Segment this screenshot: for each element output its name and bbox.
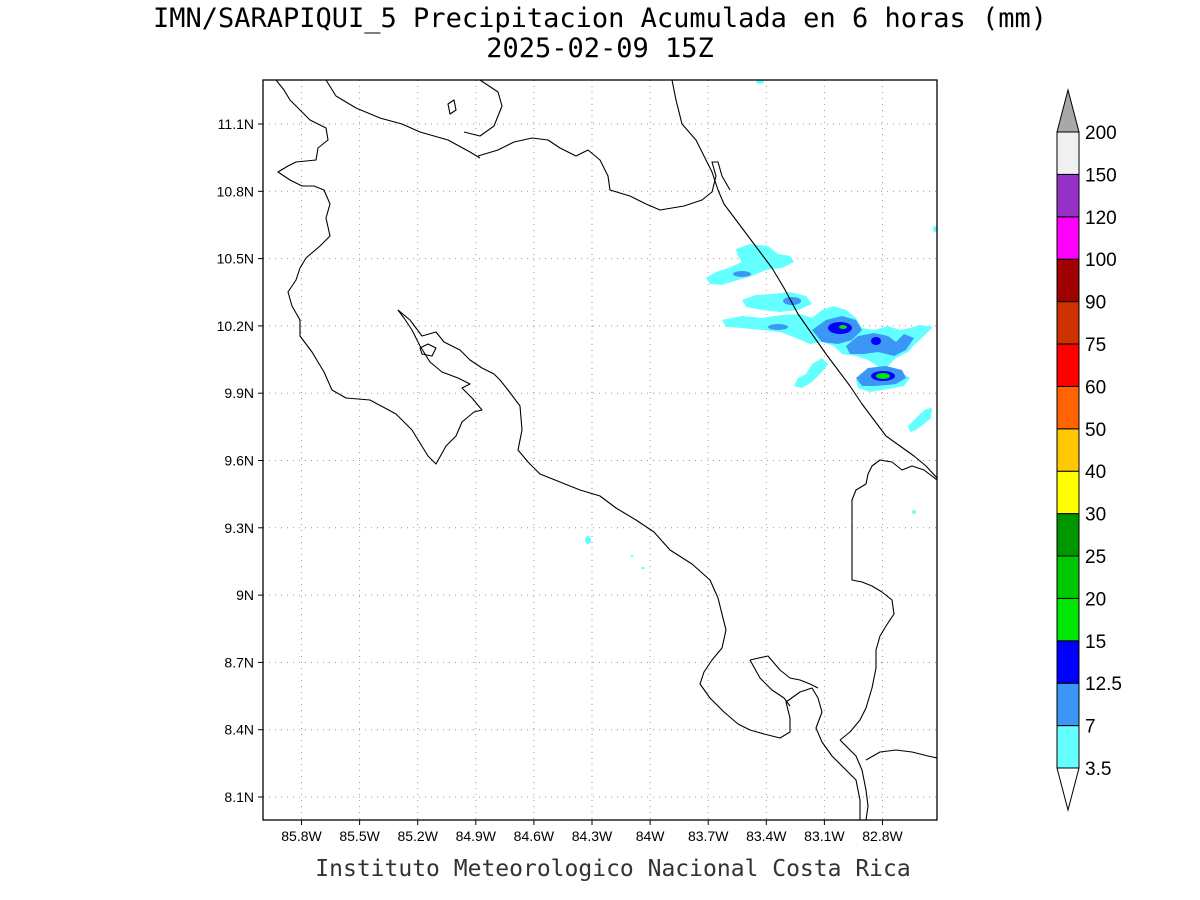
colorbar-label: 150 [1085, 165, 1117, 186]
lon-tick-label: 84.6W [514, 828, 555, 844]
lon-tick-label: 84W [636, 828, 666, 844]
precip-area [871, 337, 881, 345]
colorbar-label: 40 [1085, 462, 1106, 483]
precip-band-3.5 [585, 80, 937, 569]
precip-area [794, 358, 828, 388]
colorbar-label: 120 [1085, 208, 1117, 229]
burica-peninsula [839, 739, 869, 820]
precip-area [876, 373, 890, 379]
lat-tick-label: 8.1N [224, 789, 254, 805]
nicaragua-lake-shore [325, 80, 481, 159]
precip-area [908, 408, 932, 432]
precip-area [630, 555, 634, 557]
lat-tick-label: 9.6N [224, 453, 254, 469]
colorbar-label: 75 [1085, 335, 1106, 356]
axis-labels: 11.1N 10.8N 10.5N 10.2N 9.9N 9.6N 9.3N 9N 8.7N 8.… [217, 116, 904, 844]
colorbar-legend: 3.5 7 12.5 15 20 25 30 40 50 60 75 90 100 120 150 200 [1056, 88, 1122, 812]
colorbar-label: 30 [1085, 505, 1106, 526]
colorbar-swatch [1056, 258, 1080, 303]
footer-credit: Instituto Meteorologico Nacional Costa R… [315, 856, 911, 882]
map-grid [263, 80, 937, 820]
colorbar-label: 12.5 [1085, 674, 1122, 695]
lake-nicaragua-islet [447, 99, 457, 115]
osa-peninsula [737, 687, 861, 820]
map-frame [262, 79, 938, 821]
lon-tick-label: 83.4W [746, 828, 787, 844]
colorbar-label: 15 [1085, 632, 1106, 653]
precip-area [912, 510, 916, 514]
nicaragua-north-shore [463, 80, 503, 137]
precip-area [768, 324, 788, 330]
colorbar-label: 50 [1085, 420, 1106, 441]
nicoya-gulf-coast [397, 309, 739, 725]
colorbar-bottom-arrow [1056, 767, 1080, 812]
nicoya-island [419, 343, 437, 357]
golfo-dulce-east [749, 659, 791, 707]
lat-tick-label: 10.2N [217, 318, 254, 334]
colorbar-label: 25 [1085, 547, 1106, 568]
colorbar-label: 20 [1085, 589, 1106, 610]
colorbar-label: 3.5 [1085, 759, 1111, 780]
colorbar-swatch [1056, 597, 1080, 642]
lon-tick-label: 85.8W [281, 828, 322, 844]
colorbar-swatch [1056, 682, 1080, 727]
lat-tick-label: 10.8N [217, 183, 254, 199]
chart-subtitle: 2025-02-09 15Z [486, 33, 714, 64]
precip-area [846, 333, 914, 356]
precip-area [641, 567, 645, 569]
colorbar-swatch [1056, 470, 1080, 515]
colorbar-swatch [1056, 428, 1080, 472]
colorbar-swatch [1056, 385, 1080, 430]
chart-title: IMN/SARAPIQUI_5 Precipitacion Acumulada … [152, 3, 1048, 34]
colorbar-label: 7 [1085, 717, 1096, 738]
border-nicaragua [477, 137, 731, 211]
lat-tick-label: 8.4N [224, 722, 254, 738]
precip-band-15 [839, 325, 890, 379]
lat-tick-label: 9.9N [224, 385, 254, 401]
golfo-dulce [749, 655, 819, 689]
colorbar-swatch [1056, 513, 1080, 557]
lat-tick-label: 11.1N [218, 116, 254, 132]
lat-tick-label: 9N [236, 587, 254, 603]
colorbar-label: 100 [1085, 250, 1117, 271]
coastlines [275, 80, 937, 820]
precip-area [839, 325, 847, 329]
colorbar-label: 90 [1085, 293, 1106, 314]
colorbar-swatch [1056, 131, 1080, 175]
precip-area [733, 271, 751, 277]
colorbar-top-arrow [1056, 88, 1080, 133]
precip-area [756, 80, 764, 84]
lon-tick-label: 85.2W [397, 828, 438, 844]
colorbar-swatch [1056, 216, 1080, 260]
precip-area [783, 297, 801, 305]
precip-area [742, 292, 812, 312]
precip-area [933, 226, 937, 232]
nicaragua-coast-pacific [275, 80, 483, 465]
lat-tick-label: 9.3N [224, 520, 254, 536]
lon-tick-label: 85.5W [339, 828, 380, 844]
colorbar-swatch [1056, 343, 1080, 387]
colorbar-swatch [1056, 640, 1080, 684]
colorbar-label: 60 [1085, 377, 1106, 398]
lon-tick-label: 84.9W [456, 828, 497, 844]
precipitation-field [585, 80, 937, 569]
colorbar-swatch [1056, 173, 1080, 218]
colorbar-swatch [1056, 301, 1080, 345]
colorbar-swatch [1056, 725, 1080, 769]
panama-coast [865, 749, 937, 761]
lon-tick-label: 83.1W [804, 828, 845, 844]
lon-tick-label: 84.3W [572, 828, 613, 844]
caribbean-coast [671, 80, 937, 479]
colorbar-label: 200 [1085, 123, 1117, 144]
lat-tick-label: 10.5N [217, 251, 254, 267]
colorbar-swatch [1056, 555, 1080, 599]
precip-area [585, 536, 591, 544]
precip-area [706, 244, 794, 285]
lon-tick-label: 83.7W [688, 828, 729, 844]
lat-tick-label: 8.7N [224, 654, 254, 670]
lon-tick-label: 82.8W [862, 828, 903, 844]
panama-border [839, 459, 937, 741]
